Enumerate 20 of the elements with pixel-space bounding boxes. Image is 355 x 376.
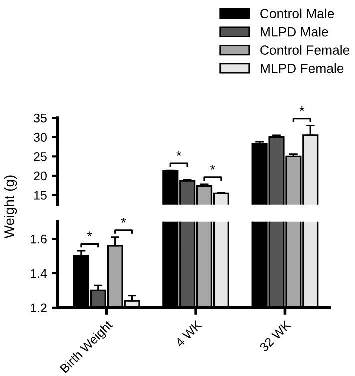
annotation: * xyxy=(121,218,126,223)
y-tick-label: 1.6 xyxy=(31,234,47,244)
y-axis-title: Weight (g) xyxy=(4,176,18,239)
y-tick-label: 1.4 xyxy=(31,269,48,278)
annotation: * xyxy=(87,232,92,237)
legend-label: MLPD Male xyxy=(261,27,328,37)
legend-label: Control Female xyxy=(260,45,350,56)
annotation: * xyxy=(210,165,216,170)
legend-label: Control Male xyxy=(260,8,334,19)
y-tick-label: 30 xyxy=(34,133,47,142)
text: * xyxy=(300,106,305,112)
y-tick-label: 15 xyxy=(34,191,47,200)
x-tick-label: 32 WK xyxy=(259,320,292,352)
y-tick-label: 35 xyxy=(34,114,47,123)
x-tick-label: 4 WK xyxy=(174,320,202,348)
annotation: * xyxy=(176,151,182,156)
y-tick-label: 20 xyxy=(34,172,47,181)
y-tick-label: 1.2 xyxy=(31,304,47,312)
legend-label: MLPD Female xyxy=(261,64,344,74)
y-tick-label: 25 xyxy=(34,152,47,162)
